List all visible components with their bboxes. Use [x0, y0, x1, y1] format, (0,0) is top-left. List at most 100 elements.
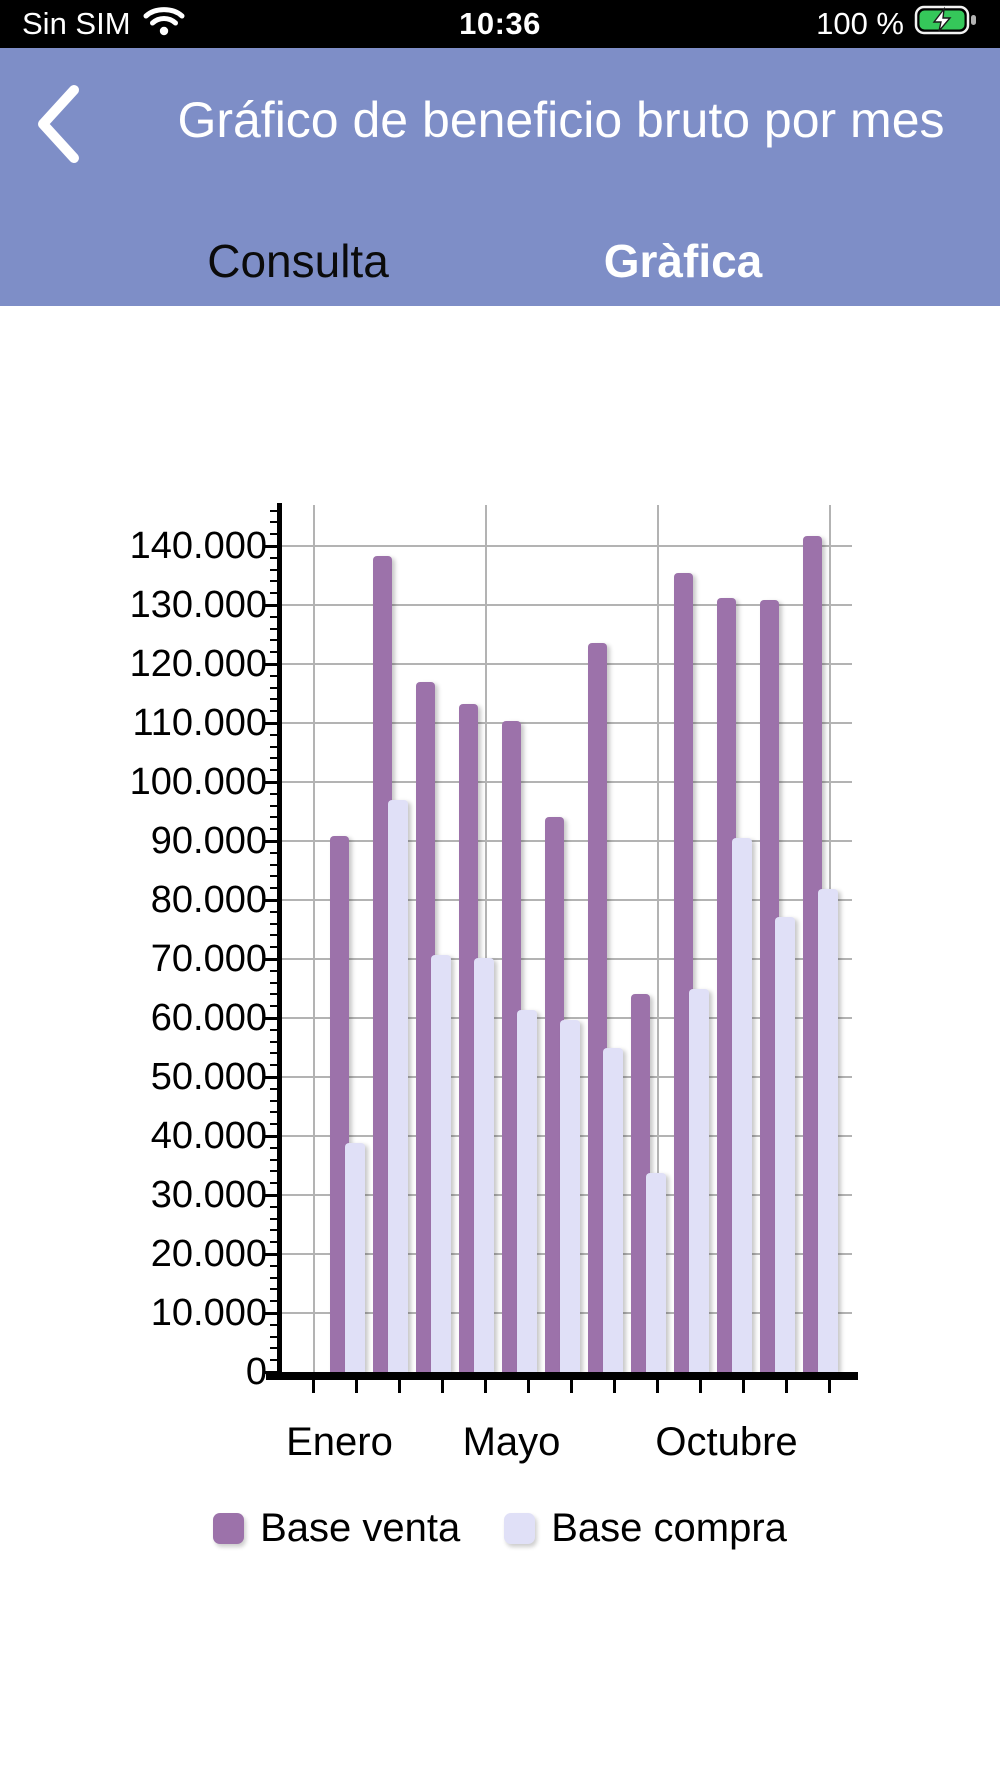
y-minor-tick: [270, 1217, 280, 1220]
back-button[interactable]: [34, 84, 80, 164]
y-tick-label: 120.000: [129, 643, 267, 685]
y-tick-label: 40.000: [150, 1115, 267, 1157]
bar-venta-Marzo: [416, 681, 435, 1372]
y-minor-tick: [270, 934, 280, 937]
y-minor-tick: [270, 816, 280, 819]
y-minor-tick: [270, 1087, 280, 1090]
y-minor-tick: [270, 568, 280, 571]
y-major-tick: [264, 1135, 280, 1138]
carrier-label: Sin SIM: [22, 6, 131, 41]
bar-compra-Septiembre: [689, 989, 709, 1372]
v-grid-line: [657, 505, 659, 1372]
bar-compra-Febrero: [388, 799, 408, 1372]
y-minor-tick: [270, 592, 280, 595]
y-minor-tick: [270, 521, 280, 524]
y-minor-tick: [270, 946, 280, 949]
bar-venta-Octubre: [717, 597, 736, 1372]
y-minor-tick: [270, 1028, 280, 1031]
bar-compra-Julio: [603, 1047, 623, 1372]
y-major-tick: [264, 1076, 280, 1079]
y-minor-tick: [270, 757, 280, 760]
y-minor-tick: [270, 1040, 280, 1043]
x-axis-tick: [441, 1380, 444, 1393]
y-major-tick: [264, 1253, 280, 1256]
y-grid-line: [282, 545, 852, 547]
v-grid-line: [485, 505, 487, 1372]
x-axis-tick: [484, 1380, 487, 1393]
y-tick-label: 100.000: [129, 761, 267, 803]
tab-grafica[interactable]: Gràfica: [603, 235, 763, 287]
tab-consulta[interactable]: Consulta: [207, 235, 389, 287]
y-minor-tick: [270, 710, 280, 713]
y-minor-tick: [270, 887, 280, 890]
y-minor-tick: [270, 745, 280, 748]
bar-venta-Enero: [330, 836, 349, 1372]
y-minor-tick: [270, 1359, 280, 1362]
y-minor-tick: [270, 1288, 280, 1291]
clock: 10:36: [459, 6, 541, 41]
y-minor-tick: [270, 1241, 280, 1244]
x-axis-tick: [828, 1380, 831, 1393]
bar-compra-Enero: [345, 1143, 365, 1372]
y-minor-tick: [270, 639, 280, 642]
x-axis-tick: [699, 1380, 702, 1393]
y-minor-tick: [270, 1099, 280, 1102]
y-minor-tick: [270, 1005, 280, 1008]
status-bar: Sin SIM 10:36 100 %: [0, 0, 1000, 48]
bar-venta-Junio: [545, 817, 564, 1372]
x-tick-label: Enero: [286, 1420, 393, 1464]
x-axis-tick: [570, 1380, 573, 1393]
x-tick-label: Mayo: [462, 1420, 561, 1464]
bar-venta-Septiembre: [674, 573, 693, 1372]
y-minor-tick: [270, 804, 280, 807]
y-tick-label: 70.000: [150, 938, 267, 980]
wifi-icon: [143, 3, 185, 45]
y-minor-tick: [270, 615, 280, 618]
y-minor-tick: [270, 863, 280, 866]
y-major-tick: [264, 958, 280, 961]
legend-venta-swatch: [213, 1512, 245, 1544]
y-tick-label: 0: [245, 1351, 267, 1393]
y-minor-tick: [270, 1146, 280, 1149]
bar-venta-Diciembre: [803, 535, 822, 1372]
y-minor-tick: [270, 969, 280, 972]
v-grid-line: [313, 505, 315, 1372]
y-minor-tick: [270, 698, 280, 701]
bar-compra-Abril: [474, 958, 494, 1372]
x-axis-tick: [785, 1380, 788, 1393]
bar-compra-Diciembre: [818, 889, 838, 1372]
y-minor-tick: [270, 556, 280, 559]
y-minor-tick: [270, 1170, 280, 1173]
y-minor-tick: [270, 1052, 280, 1055]
y-grid-line: [282, 899, 852, 901]
y-minor-tick: [270, 851, 280, 854]
y-minor-tick: [270, 1158, 280, 1161]
y-grid-line: [282, 663, 852, 665]
x-axis-tick: [613, 1380, 616, 1393]
legend-item: Base compra: [504, 1506, 787, 1551]
y-major-tick: [264, 1017, 280, 1020]
y-tick-label: 20.000: [150, 1233, 267, 1275]
y-tick-label: 140.000: [129, 525, 267, 567]
y-grid-line: [282, 840, 852, 842]
y-minor-tick: [270, 686, 280, 689]
x-axis-tick: [398, 1380, 401, 1393]
legend-label: Base compra: [551, 1505, 787, 1550]
x-tick-label: Octubre: [655, 1420, 798, 1464]
x-axis-tick: [656, 1380, 659, 1393]
battery-percent-label: 100 %: [816, 6, 904, 41]
battery-charging-icon: [914, 3, 978, 45]
y-minor-tick: [270, 1323, 280, 1326]
legend-compra-swatch: [504, 1512, 536, 1544]
bar-compra-Octubre: [732, 838, 752, 1372]
x-axis-tick: [742, 1380, 745, 1393]
y-minor-tick: [270, 910, 280, 913]
y-major-tick: [264, 604, 280, 607]
chevron-left-icon: [34, 85, 80, 168]
y-major-tick: [264, 1194, 280, 1197]
chart-legend: Base venta Base compra: [0, 1492, 1000, 1564]
y-grid-line: [282, 958, 852, 960]
y-minor-tick: [270, 981, 280, 984]
